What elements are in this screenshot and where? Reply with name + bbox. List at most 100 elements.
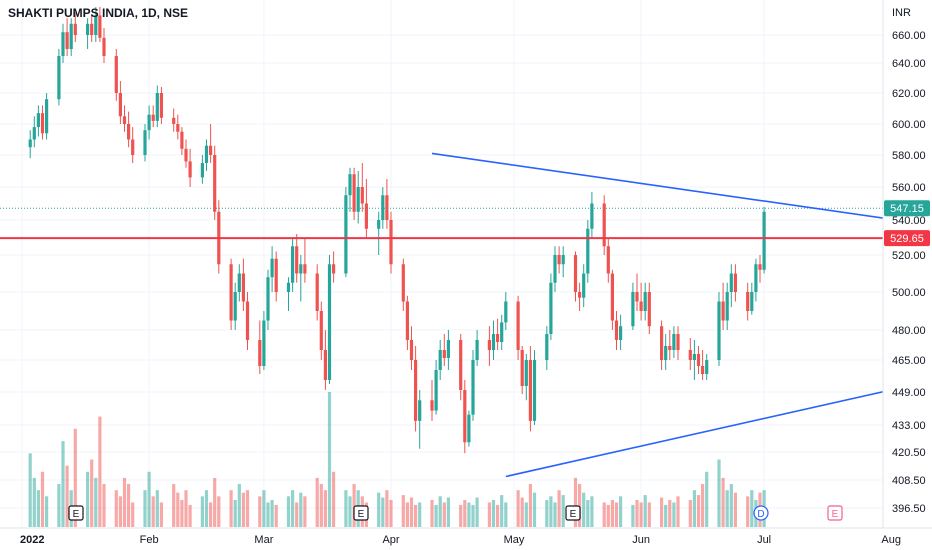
candle-body[interactable] bbox=[467, 414, 471, 443]
candle-body[interactable] bbox=[545, 334, 549, 360]
candle-body[interactable] bbox=[434, 370, 438, 411]
candle-body[interactable] bbox=[151, 114, 155, 121]
candle-body[interactable] bbox=[405, 301, 409, 341]
candle-body[interactable] bbox=[286, 282, 291, 292]
candle-body[interactable] bbox=[692, 354, 696, 360]
candle-body[interactable] bbox=[721, 301, 725, 321]
candle-body[interactable] bbox=[377, 220, 381, 229]
candle-body[interactable] bbox=[487, 340, 491, 350]
candle-body[interactable] bbox=[660, 326, 664, 360]
candle-body[interactable] bbox=[348, 174, 352, 196]
candle-body[interactable] bbox=[323, 350, 327, 380]
candle-body[interactable] bbox=[401, 264, 405, 302]
candle-body[interactable] bbox=[385, 195, 389, 220]
candle-body[interactable] bbox=[705, 360, 709, 374]
candlesticks[interactable] bbox=[28, 7, 766, 454]
candle-body[interactable] bbox=[561, 255, 565, 265]
candle-body[interactable] bbox=[28, 139, 32, 148]
candle-body[interactable] bbox=[184, 148, 188, 162]
candle-body[interactable] bbox=[409, 340, 414, 360]
trendline-ascending[interactable] bbox=[505, 330, 932, 478]
candle-body[interactable] bbox=[602, 203, 606, 247]
candle-body[interactable] bbox=[639, 301, 643, 312]
event-marker-earnings[interactable]: E bbox=[565, 505, 581, 521]
candle-body[interactable] bbox=[746, 292, 750, 311]
candle-body[interactable] bbox=[69, 23, 73, 49]
time-label[interactable]: Feb bbox=[140, 534, 159, 546]
candle-body[interactable] bbox=[233, 292, 237, 321]
candle-body[interactable] bbox=[471, 360, 475, 415]
candle-body[interactable] bbox=[590, 203, 594, 229]
candle-body[interactable] bbox=[176, 124, 180, 132]
event-marker-earnings[interactable]: E bbox=[68, 505, 84, 521]
candle-body[interactable] bbox=[270, 258, 274, 278]
candle-body[interactable] bbox=[114, 56, 118, 93]
candle-body[interactable] bbox=[664, 346, 668, 360]
candle-body[interactable] bbox=[237, 273, 241, 293]
candle-body[interactable] bbox=[266, 277, 270, 321]
candle-body[interactable] bbox=[381, 195, 385, 220]
time-label[interactable]: Mar bbox=[254, 534, 273, 546]
candle-body[interactable] bbox=[86, 23, 90, 35]
candle-body[interactable] bbox=[549, 282, 553, 334]
event-marker-dividend[interactable]: D bbox=[753, 505, 769, 521]
candle-body[interactable] bbox=[619, 326, 623, 340]
candle-body[interactable] bbox=[643, 292, 647, 311]
candle-body[interactable] bbox=[98, 15, 102, 38]
candle-body[interactable] bbox=[180, 131, 184, 149]
candle-body[interactable] bbox=[131, 139, 135, 156]
time-label[interactable]: Aug bbox=[881, 534, 901, 546]
candle-body[interactable] bbox=[274, 258, 278, 292]
candle-body[interactable] bbox=[327, 264, 332, 380]
price-levels[interactable] bbox=[0, 207, 883, 240]
candle-body[interactable] bbox=[557, 255, 561, 265]
trendlines[interactable] bbox=[431, 152, 932, 478]
candle-body[interactable] bbox=[360, 187, 364, 204]
candle-body[interactable] bbox=[762, 211, 766, 270]
candle-body[interactable] bbox=[586, 228, 590, 274]
candle-body[interactable] bbox=[725, 292, 729, 321]
time-label[interactable]: May bbox=[504, 534, 525, 546]
candle-body[interactable] bbox=[582, 273, 586, 298]
candle-body[interactable] bbox=[118, 93, 122, 117]
candle-body[interactable] bbox=[750, 292, 754, 311]
candle-body[interactable] bbox=[143, 130, 147, 155]
candle-body[interactable] bbox=[553, 255, 557, 283]
candle-body[interactable] bbox=[90, 23, 94, 35]
candle-body[interactable] bbox=[172, 117, 176, 124]
candle-body[interactable] bbox=[102, 37, 106, 56]
candle-body[interactable] bbox=[65, 32, 69, 49]
candle-body[interactable] bbox=[352, 174, 356, 212]
candle-body[interactable] bbox=[430, 400, 434, 411]
candle-body[interactable] bbox=[45, 99, 49, 134]
candle-body[interactable] bbox=[36, 113, 40, 128]
candle-body[interactable] bbox=[528, 360, 532, 421]
candle-body[interactable] bbox=[332, 264, 336, 274]
candle-body[interactable] bbox=[262, 320, 266, 367]
time-label[interactable]: 2022 bbox=[20, 534, 44, 546]
candle-body[interactable] bbox=[57, 56, 61, 100]
candle-body[interactable] bbox=[155, 93, 159, 121]
event-marker-earnings[interactable]: E bbox=[353, 505, 369, 521]
candle-body[interactable] bbox=[319, 311, 323, 350]
candle-body[interactable] bbox=[614, 320, 619, 341]
candle-body[interactable] bbox=[668, 346, 672, 350]
candle-body[interactable] bbox=[291, 246, 295, 283]
candle-body[interactable] bbox=[40, 113, 45, 134]
candle-body[interactable] bbox=[606, 246, 610, 274]
candle-body[interactable] bbox=[504, 301, 508, 323]
candle-body[interactable] bbox=[631, 292, 635, 327]
candle-body[interactable] bbox=[701, 366, 705, 374]
candle-body[interactable] bbox=[459, 340, 463, 390]
candle-body[interactable] bbox=[754, 264, 758, 292]
candle-body[interactable] bbox=[229, 264, 233, 321]
candle-body[interactable] bbox=[446, 340, 450, 358]
candle-body[interactable] bbox=[200, 163, 204, 178]
candle-body[interactable] bbox=[496, 334, 500, 342]
candle-body[interactable] bbox=[245, 301, 250, 341]
candle-body[interactable] bbox=[696, 354, 701, 366]
candle-body[interactable] bbox=[73, 23, 77, 35]
candle-body[interactable] bbox=[147, 114, 151, 131]
candle-body[interactable] bbox=[688, 350, 692, 360]
